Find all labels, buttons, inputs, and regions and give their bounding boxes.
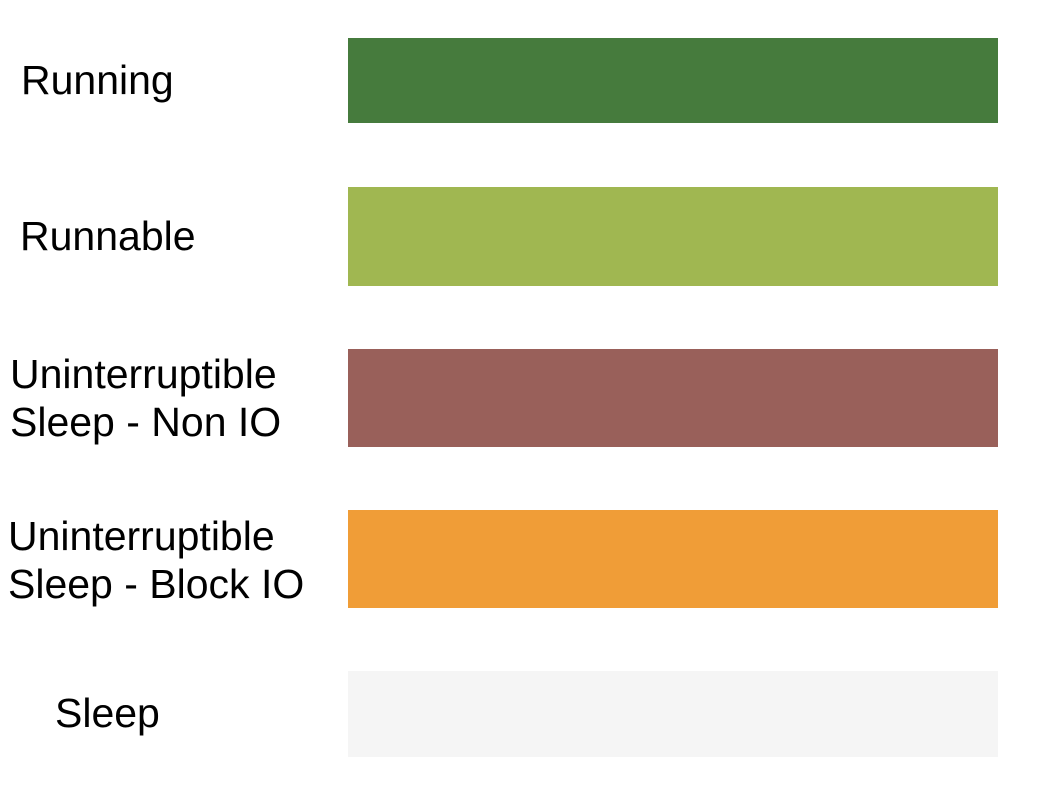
legend-swatch-running xyxy=(348,38,998,123)
legend-label-line: Runnable xyxy=(20,213,196,259)
legend-swatch-runnable xyxy=(348,187,998,286)
legend-label-uninterruptible-sleep-block-io: Uninterruptible Sleep - Block IO xyxy=(8,512,304,608)
legend-label-sleep: Sleep xyxy=(55,689,160,737)
legend-label-line: Running xyxy=(21,57,174,103)
legend-label-line: Sleep - Non IO xyxy=(10,399,282,445)
legend-swatch-sleep xyxy=(348,671,998,757)
legend-label-line: Sleep xyxy=(55,690,160,736)
legend-label-uninterruptible-sleep-non-io: Uninterruptible Sleep - Non IO xyxy=(10,350,281,446)
legend-label-running: Running xyxy=(21,56,174,104)
legend-swatch-uninterruptible-sleep-non-io xyxy=(348,349,998,447)
legend-label-line: Uninterruptible xyxy=(8,513,275,559)
legend-swatch-uninterruptible-sleep-block-io xyxy=(348,510,998,608)
legend-label-line: Sleep - Block IO xyxy=(8,561,305,607)
legend-label-runnable: Runnable xyxy=(20,212,196,260)
legend-label-line: Uninterruptible xyxy=(10,351,277,397)
